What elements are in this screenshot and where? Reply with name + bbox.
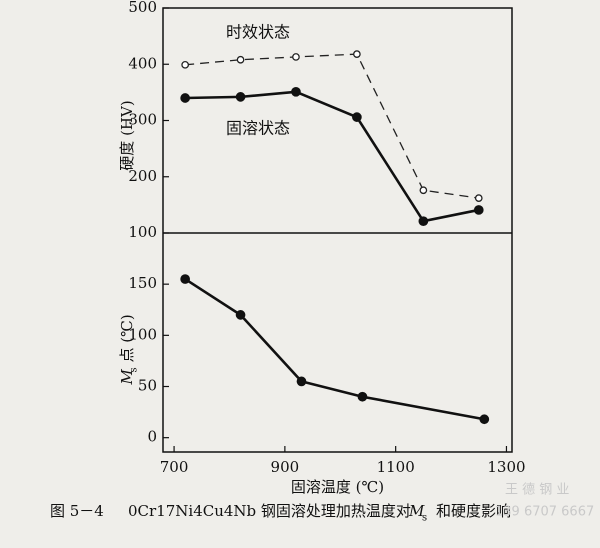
caption-sub: s (422, 513, 427, 524)
data-point (235, 92, 246, 102)
data-point (180, 274, 191, 284)
data-point (235, 310, 246, 320)
x-tick-label: 700 (160, 458, 189, 476)
watermark-name: 王 德 钢 业 (505, 483, 569, 498)
data-line (185, 90, 480, 223)
y-tick-label: 100 (128, 223, 157, 241)
caption-symbol: M (408, 502, 425, 520)
y-tick-label: 200 (128, 167, 157, 185)
caption-figure: 图 5－4 (50, 502, 104, 520)
data-point (419, 186, 428, 195)
y-tick-label: 400 (128, 54, 157, 72)
y-tick-label: 50 (138, 377, 157, 395)
data-point (474, 194, 483, 202)
caption-suffix: 和硬度影响 (436, 502, 511, 520)
y-tick-label: 150 (128, 274, 157, 292)
data-point (352, 112, 362, 122)
y-axis-label: 硬度 (HV) (118, 100, 136, 170)
data-point (418, 216, 429, 227)
caption-text: 0Cr17Ni4Cu4Nb 钢固溶处理加热温度对 (128, 502, 411, 520)
series-label: 时效状态 (226, 22, 290, 41)
data-point (236, 55, 245, 64)
plot-frame (162, 7, 513, 453)
watermark-phone: 139 6707 6667 (495, 505, 594, 520)
y-axis-sub: s (129, 367, 140, 372)
data-point (479, 414, 490, 425)
series-label: 固溶状态 (226, 118, 290, 137)
y-axis-label: 点 (℃) (118, 314, 136, 362)
data-line (184, 277, 485, 421)
y-tick-label: 100 (128, 325, 157, 343)
x-tick-label: 900 (271, 458, 300, 476)
x-axis-label: 固溶温度 (℃) (291, 478, 384, 496)
data-point (292, 53, 300, 61)
data-point (353, 50, 361, 58)
data-point (291, 86, 301, 97)
data-point (296, 376, 307, 387)
data-line (185, 53, 479, 199)
data-point (473, 205, 484, 215)
y-tick-label: 300 (128, 111, 157, 129)
y-axis-symbol: M (118, 369, 136, 386)
y-tick-label: 500 (128, 0, 157, 16)
x-tick-label: 1300 (487, 458, 525, 476)
data-point (357, 391, 368, 402)
x-tick-label: 1100 (377, 458, 415, 476)
data-point (181, 60, 190, 69)
y-tick-label: 0 (147, 428, 157, 446)
data-point (180, 93, 191, 103)
